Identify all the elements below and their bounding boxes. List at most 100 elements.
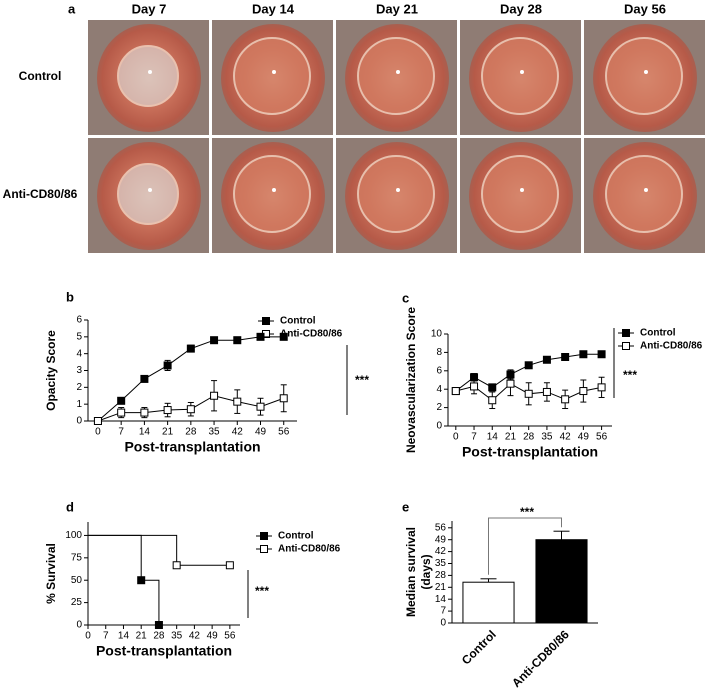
marker <box>210 391 219 400</box>
x-tick-label: 21 <box>505 432 517 443</box>
significance-bracket <box>488 517 562 575</box>
eye-photo-graft <box>605 155 683 233</box>
x-tick-label: 56 <box>596 432 608 443</box>
x-tick-label: 21 <box>136 631 148 642</box>
x-tick-label: 7 <box>471 432 477 443</box>
column-label: Day 28 <box>500 1 542 16</box>
legend-marker <box>260 532 268 540</box>
eye-photo-highlight <box>148 70 152 74</box>
legend-label: Anti-CD80/86 <box>278 544 341 555</box>
panel-label: b <box>66 289 74 304</box>
marker <box>140 408 149 417</box>
marker <box>256 332 265 341</box>
marker <box>172 561 181 570</box>
marker <box>137 576 146 585</box>
panel-label: e <box>402 499 409 514</box>
y-tick-label: 6 <box>436 365 442 376</box>
eye-photo-graft <box>233 155 311 233</box>
eye-photo-graft <box>481 155 559 233</box>
bar <box>462 581 515 624</box>
y-tick-label: 7 <box>440 606 446 617</box>
marker <box>117 396 126 405</box>
y-axis-label: Opacity Score <box>44 330 58 411</box>
marker <box>488 396 497 405</box>
y-tick-label: 28 <box>435 570 447 581</box>
marker <box>597 383 606 392</box>
eye-photo-highlight <box>272 188 276 192</box>
significance: *** <box>255 584 269 598</box>
x-tick-label: 14 <box>118 631 130 642</box>
legend-label: Control <box>640 328 676 339</box>
legend-marker <box>262 317 270 325</box>
legend-label: Anti-CD80/86 <box>280 329 343 340</box>
marker <box>186 344 195 353</box>
x-axis-label: Post-transplantation <box>124 439 260 455</box>
marker <box>163 406 172 415</box>
column-label: Day 56 <box>624 1 666 16</box>
marker <box>524 389 533 398</box>
y-tick-label: 14 <box>435 594 447 605</box>
y-tick-label: 75 <box>71 552 83 563</box>
y-tick-label: 0 <box>436 421 442 432</box>
eye-photo-highlight <box>520 70 524 74</box>
eye-photo-highlight <box>644 70 648 74</box>
row-label: Control <box>19 69 62 83</box>
y-tick-label: 25 <box>71 597 83 608</box>
x-tick-label: 42 <box>232 427 244 438</box>
x-tick-label: 7 <box>118 427 124 438</box>
y-axis-label: Neovascularization Score <box>404 307 418 453</box>
significance: *** <box>355 373 369 387</box>
y-axis-label: Median survival <box>404 527 418 617</box>
marker <box>561 395 570 404</box>
significance: *** <box>520 505 534 519</box>
legend-label: Anti-CD80/86 <box>640 341 703 352</box>
x-tick-label: 28 <box>153 631 165 642</box>
y-tick-label: 49 <box>435 534 447 545</box>
x-tick-label: 56 <box>224 631 236 642</box>
eye-photo-graft <box>357 155 435 233</box>
marker <box>225 561 234 570</box>
panel-label: d <box>66 499 74 514</box>
y-tick-label: 1 <box>76 399 82 410</box>
x-tick-label: 0 <box>453 432 459 443</box>
x-tick-label: 49 <box>207 631 219 642</box>
x-tick-label: Anti-CD80/86 <box>509 627 572 690</box>
marker <box>140 374 149 383</box>
x-tick-label: 14 <box>487 432 499 443</box>
eye-photo-graft <box>117 45 179 107</box>
eye-photo-highlight <box>396 188 400 192</box>
legend-label: Control <box>280 316 316 327</box>
y-tick-label: 42 <box>435 546 447 557</box>
marker <box>256 402 265 411</box>
significance: *** <box>623 368 637 382</box>
x-tick-label: 42 <box>189 631 201 642</box>
eye-photo-highlight <box>148 188 152 192</box>
x-tick-label: 35 <box>541 432 553 443</box>
x-tick-label: 49 <box>255 427 267 438</box>
marker <box>470 382 479 391</box>
x-tick-label: 56 <box>278 427 290 438</box>
y-tick-label: 5 <box>76 331 82 342</box>
panel-label: c <box>402 290 409 305</box>
marker <box>93 417 102 425</box>
marker <box>233 397 242 406</box>
y-tick-label: 50 <box>71 575 83 586</box>
x-axis-label: Post-transplantation <box>462 444 598 460</box>
x-axis-label: Post-transplantation <box>96 643 232 659</box>
eye-photo-graft <box>605 37 683 115</box>
eye-photo-highlight <box>272 70 276 74</box>
marker <box>579 350 588 359</box>
marker <box>279 332 288 341</box>
y-axis-label: % Survival <box>44 543 58 604</box>
marker <box>561 353 570 361</box>
marker <box>117 408 126 417</box>
y-tick-label: 0 <box>76 620 82 631</box>
marker <box>163 361 172 370</box>
marker <box>186 405 195 414</box>
panel-label: a <box>68 1 76 16</box>
y-tick-label: 21 <box>435 582 447 593</box>
marker <box>579 387 588 396</box>
y-tick-label: 2 <box>436 402 442 413</box>
x-tick-label: 0 <box>95 427 101 438</box>
x-tick-label: 0 <box>85 631 91 642</box>
